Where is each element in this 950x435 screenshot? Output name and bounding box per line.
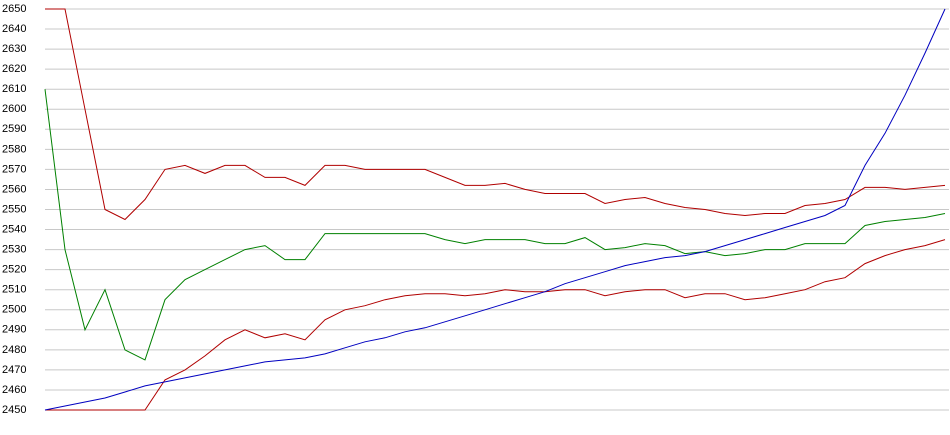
y-tick-label: 2620	[2, 63, 26, 75]
y-tick-label: 2520	[2, 264, 26, 276]
y-tick-label: 2590	[2, 123, 26, 135]
y-tick-label: 2530	[2, 244, 26, 256]
y-tick-label: 2550	[2, 203, 26, 215]
series-line	[45, 8, 946, 221]
y-tick-label: 2600	[2, 103, 26, 115]
series-line	[45, 239, 946, 411]
y-tick-label: 2630	[2, 43, 26, 55]
y-tick-label: 2500	[2, 304, 26, 316]
y-tick-label: 2480	[2, 344, 26, 356]
y-tick-label: 2460	[2, 384, 26, 396]
y-tick-label: 2580	[2, 143, 26, 155]
y-tick-label: 2540	[2, 223, 26, 235]
y-tick-label: 2490	[2, 324, 26, 336]
series-line	[44, 8, 946, 411]
y-tick-label: 2650	[2, 3, 26, 15]
y-tick-label: 2570	[2, 163, 26, 175]
y-tick-label: 2510	[2, 284, 26, 296]
y-tick-label: 2640	[2, 23, 26, 35]
y-tick-label: 2560	[2, 183, 26, 195]
y-tick-label: 2610	[2, 83, 26, 95]
y-tick-label: 2450	[2, 404, 26, 416]
y-tick-label: 2470	[2, 364, 26, 376]
series-line	[44, 89, 946, 361]
